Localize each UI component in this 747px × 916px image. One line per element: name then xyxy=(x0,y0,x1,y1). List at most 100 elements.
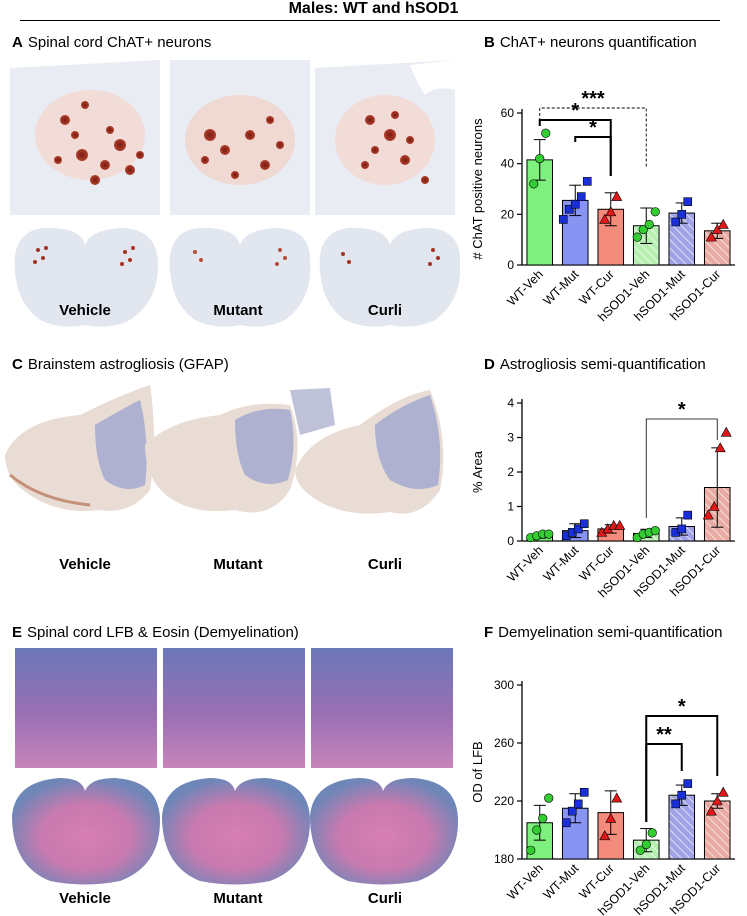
gfap-section-curli xyxy=(295,390,444,514)
panel-e-label-vehicle: Vehicle xyxy=(59,890,111,907)
data-point xyxy=(541,128,551,138)
significance-bracket xyxy=(539,107,647,168)
data-point xyxy=(544,793,554,803)
panel-a-letter: A xyxy=(12,34,23,51)
data-point xyxy=(671,217,681,227)
data-point xyxy=(579,519,589,529)
significance-label: * xyxy=(678,399,686,421)
panel-e-title: E Spinal cord LFB & Eosin (Demyelination) xyxy=(12,624,299,642)
y-tick-label: 60 xyxy=(501,106,515,120)
y-tick-label: 0 xyxy=(507,258,514,272)
data-point xyxy=(570,199,580,209)
figure-title: Males: WT and hSOD1 xyxy=(288,0,459,17)
significance-label: * xyxy=(678,696,686,718)
y-tick-label: 0 xyxy=(507,534,514,548)
panel-b-letter: B xyxy=(484,34,495,51)
lfb-section-vehicle xyxy=(12,778,160,885)
data-point xyxy=(614,519,626,530)
chat-section-vehicle xyxy=(14,227,159,327)
x-tick-label: WT-Mut xyxy=(541,543,582,584)
panel-e-label-mutant: Mutant xyxy=(213,890,263,907)
data-point xyxy=(558,215,568,224)
panel-c-label-curli: Curli xyxy=(367,556,403,573)
panel-e-text: Spinal cord LFB & Eosin (Demyelination) xyxy=(27,624,299,641)
data-point xyxy=(561,818,571,828)
y-tick-label: 180 xyxy=(494,852,514,866)
panel-e-label-curli: Curli xyxy=(367,890,403,907)
panel-a-text: Spinal cord ChAT+ neurons xyxy=(27,34,212,51)
data-point xyxy=(720,426,732,437)
panel-f-title: F Demyelination semi-quantification xyxy=(484,624,722,642)
data-point xyxy=(535,153,545,164)
panel-a-label-mutant: Mutant xyxy=(213,302,263,319)
data-point xyxy=(573,799,583,809)
data-point xyxy=(635,845,645,855)
panel-c-label-vehicle: Vehicle xyxy=(59,556,111,573)
title-rule xyxy=(20,20,720,21)
data-point xyxy=(605,812,617,823)
data-point xyxy=(647,828,657,838)
lfb-section-curli xyxy=(310,778,458,885)
data-point xyxy=(573,524,583,534)
data-point xyxy=(611,190,623,201)
x-tick-label: WT-Mut xyxy=(541,861,582,902)
data-point xyxy=(708,500,720,511)
data-point xyxy=(567,806,577,816)
lfb-zoom-vehicle xyxy=(15,648,157,768)
significance-label: * xyxy=(589,117,597,139)
significance-label: *** xyxy=(581,88,605,110)
lfb-zoom-curli xyxy=(311,648,453,768)
chat-section-curli xyxy=(319,227,460,327)
data-point xyxy=(717,786,729,797)
significance-bracket xyxy=(645,418,718,518)
data-point xyxy=(650,526,660,536)
data-point xyxy=(683,779,693,788)
data-point xyxy=(564,204,574,214)
panel-c-micrographs xyxy=(5,385,444,514)
significance-bracket xyxy=(574,136,612,176)
y-axis-label: % Area xyxy=(470,450,485,493)
panel-a-label-vehicle: Vehicle xyxy=(59,302,111,319)
panel-b-title: B ChAT+ neurons quantification xyxy=(484,34,697,52)
y-tick-label: 300 xyxy=(494,678,514,692)
data-point xyxy=(544,529,554,539)
data-point xyxy=(714,442,726,453)
y-tick-label: 260 xyxy=(494,736,514,750)
panel-d-title: D Astrogliosis semi-quantification xyxy=(484,356,706,374)
data-point xyxy=(705,805,717,816)
data-point xyxy=(529,179,539,189)
gfap-section-mutant xyxy=(145,388,335,513)
chat-zoom-mutant xyxy=(170,60,310,215)
data-point xyxy=(677,524,687,534)
y-tick-label: 40 xyxy=(501,157,515,171)
panel-c-label-mutant: Mutant xyxy=(213,556,263,573)
panel-b-text: ChAT+ neurons quantification xyxy=(499,34,697,51)
lfb-zoom-mutant xyxy=(163,648,305,768)
gfap-section-vehicle xyxy=(5,385,154,511)
panel-f-text: Demyelination semi-quantification xyxy=(498,624,723,641)
chat-zoom-curli xyxy=(315,60,455,215)
y-tick-label: 220 xyxy=(494,794,514,808)
data-point xyxy=(599,213,611,224)
y-tick-label: 20 xyxy=(501,207,515,221)
data-point xyxy=(641,839,651,850)
y-tick-label: 2 xyxy=(507,465,514,479)
panel-a-micrographs xyxy=(10,60,460,327)
data-point xyxy=(702,509,714,520)
data-point xyxy=(671,799,681,809)
bar-hsod1-cur xyxy=(703,800,731,860)
y-tick-label: 1 xyxy=(507,500,514,514)
significance-label: * xyxy=(571,100,579,122)
x-tick-label: WT-Veh xyxy=(505,861,546,902)
lfb-section-mutant xyxy=(162,778,310,885)
x-tick-label: WT-Veh xyxy=(505,543,546,584)
panel-c-letter: C xyxy=(12,356,23,373)
panel-f-letter: F xyxy=(484,624,494,641)
data-point xyxy=(644,219,654,230)
data-point xyxy=(599,830,611,841)
chat-zoom-vehicle xyxy=(10,60,160,215)
panel-e-letter: E xyxy=(12,624,23,641)
panel-e-micrographs xyxy=(12,648,458,885)
